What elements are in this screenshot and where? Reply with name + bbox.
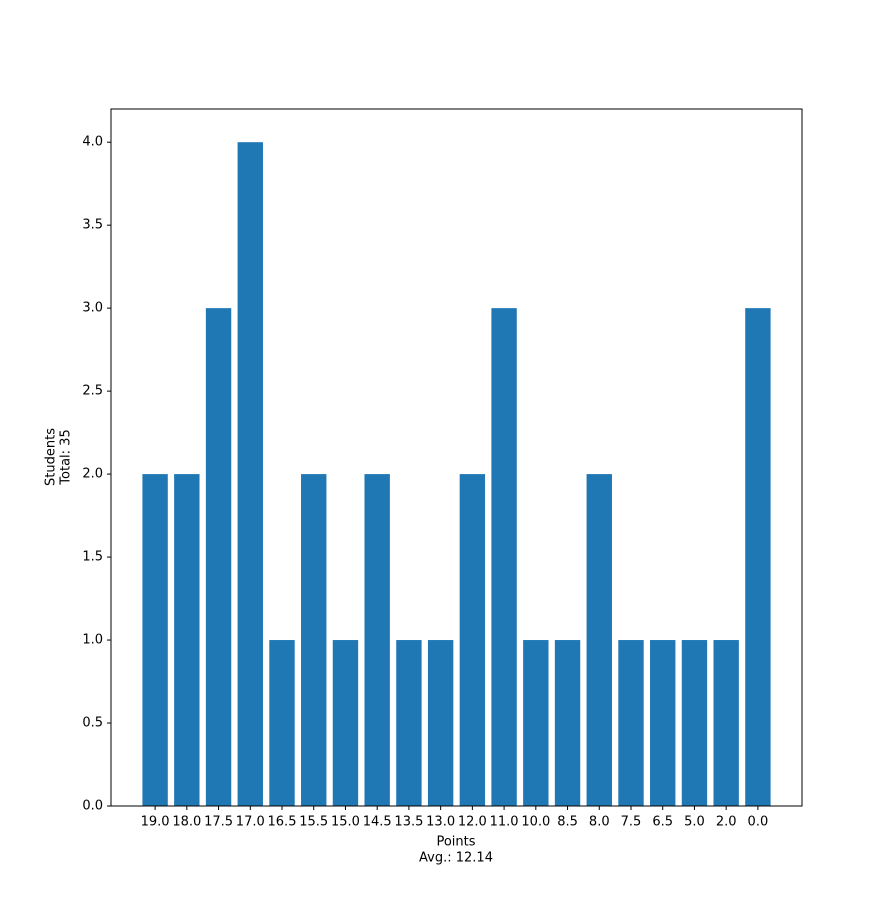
- bar: [586, 474, 612, 806]
- y-tick-label: 0.5: [82, 716, 103, 731]
- bar: [745, 308, 771, 806]
- x-tick-label: 18.0: [172, 815, 201, 830]
- bar: [650, 640, 676, 806]
- x-tick-label: 8.5: [557, 815, 578, 830]
- x-tick-label: 16.5: [268, 815, 297, 830]
- y-axis-label: Total: 35: [59, 429, 74, 485]
- x-tick-label: 10.0: [521, 815, 550, 830]
- x-tick-label: 2.0: [716, 815, 737, 830]
- bar: [618, 640, 644, 806]
- x-tick-label: 15.0: [331, 815, 360, 830]
- x-tick-label: 14.5: [363, 815, 392, 830]
- bar: [459, 474, 486, 806]
- bar: [205, 308, 232, 806]
- bar: [523, 640, 549, 806]
- x-axis-label: Points: [436, 835, 475, 850]
- y-tick-label: 1.5: [82, 550, 103, 565]
- x-tick-label: 6.5: [652, 815, 673, 830]
- bar: [269, 640, 295, 806]
- y-tick-label: 3.0: [82, 301, 103, 316]
- x-tick-label: 12.0: [458, 815, 487, 830]
- x-tick-label: 17.0: [236, 815, 265, 830]
- x-tick-label: 8.0: [589, 815, 610, 830]
- x-tick-label: 13.5: [394, 815, 423, 830]
- bar: [301, 474, 327, 806]
- bar: [681, 640, 708, 806]
- x-axis-label: Avg.: 12.14: [419, 851, 493, 866]
- x-tick-label: 13.0: [426, 815, 455, 830]
- x-tick-label: 5.0: [684, 815, 705, 830]
- bar: [364, 474, 390, 806]
- bar: [554, 640, 581, 806]
- bar: [713, 640, 739, 806]
- y-tick-label: 4.0: [82, 135, 103, 150]
- x-tick-label: 11.0: [490, 815, 519, 830]
- y-tick-label: 1.0: [82, 633, 103, 648]
- bar: [237, 142, 263, 806]
- x-tick-label: 7.5: [621, 815, 642, 830]
- y-tick-label: 3.5: [82, 218, 103, 233]
- bar: [142, 474, 168, 806]
- bar: [332, 640, 359, 806]
- y-tick-label: 2.5: [82, 384, 103, 399]
- bar: [491, 308, 517, 806]
- x-tick-label: 15.5: [299, 815, 328, 830]
- y-tick-label: 2.0: [82, 467, 103, 482]
- x-tick-label: 0.0: [748, 815, 769, 830]
- bar: [174, 474, 200, 806]
- y-axis-label: Students: [44, 428, 59, 486]
- x-tick-label: 17.5: [204, 815, 233, 830]
- x-tick-label: 19.0: [141, 815, 170, 830]
- bar: [396, 640, 422, 806]
- plot-frame: [110, 108, 803, 807]
- y-tick-label: 0.0: [82, 799, 103, 814]
- bar: [427, 640, 454, 806]
